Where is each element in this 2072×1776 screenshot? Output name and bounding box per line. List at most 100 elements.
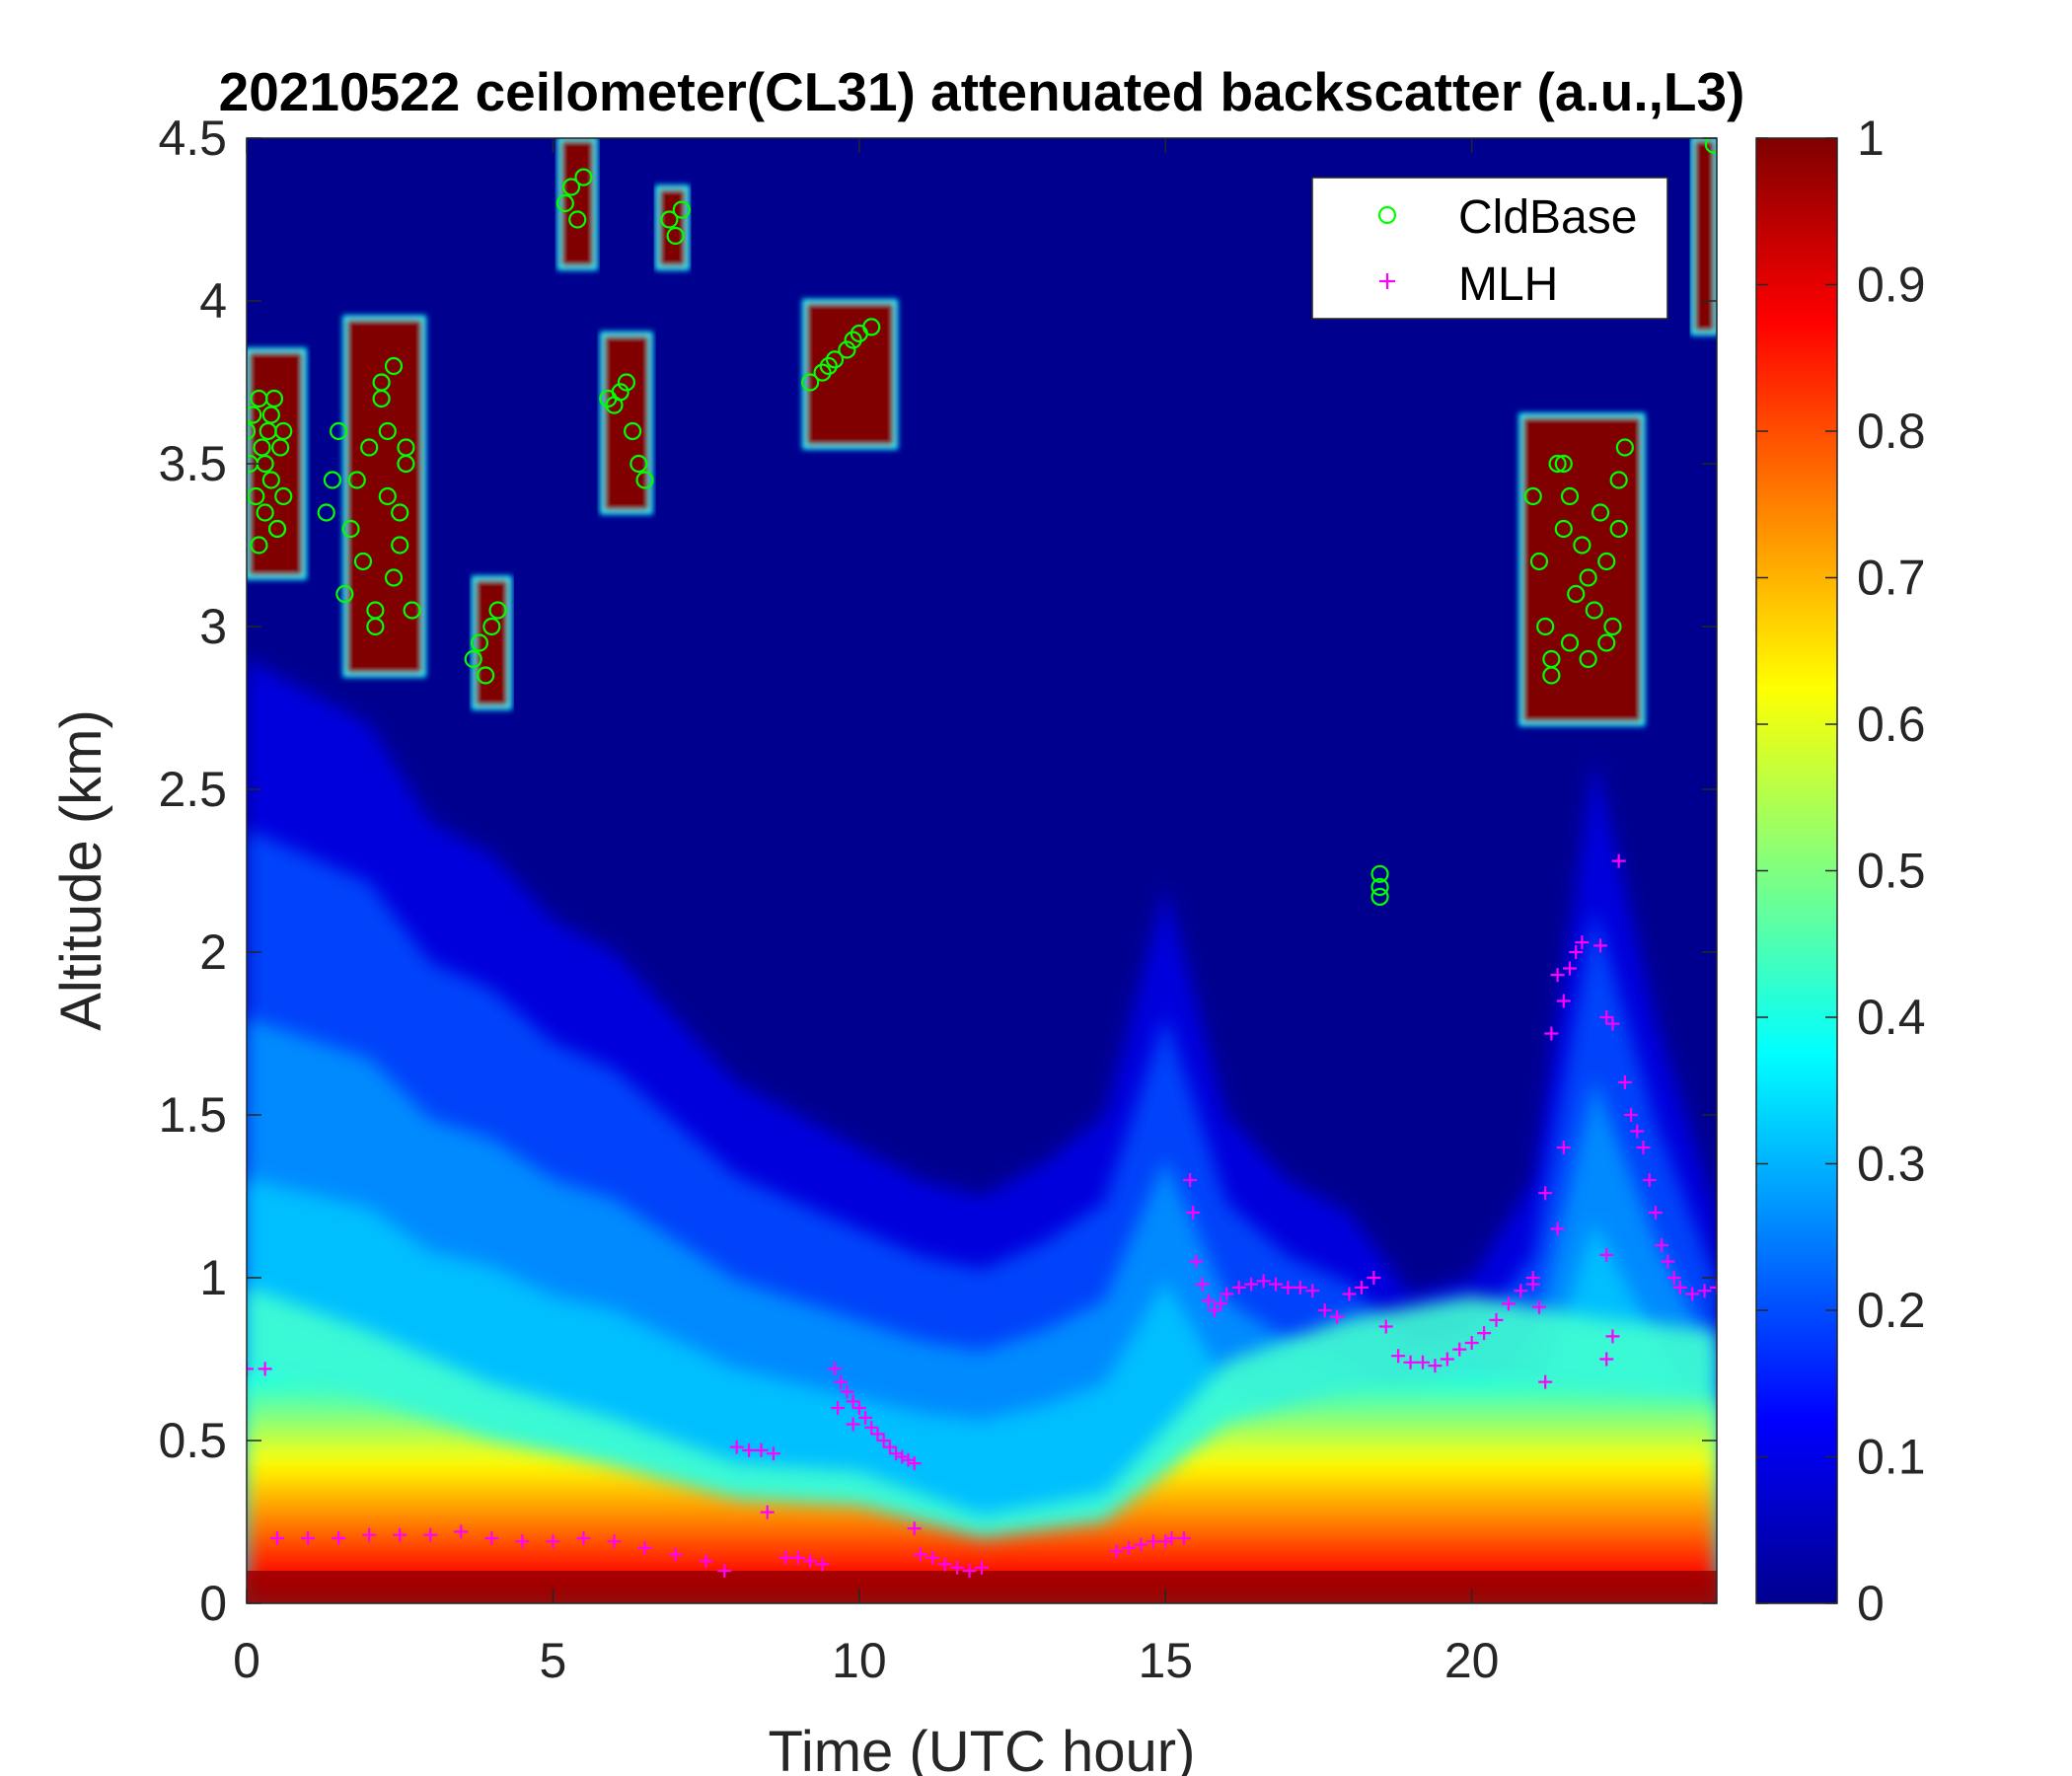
y-tick-label: 3 [199,599,227,654]
surface-layer [247,1571,1717,1603]
cldbase-point [1603,617,1622,636]
mlh-point [925,1550,940,1565]
mlh-point [729,1440,744,1454]
cldbase-point [250,536,268,555]
mlh-series [247,853,1717,1578]
mlh-point [1367,1271,1381,1285]
cldbase-point [341,519,360,539]
mlh-point [393,1527,407,1542]
cldbase-point [617,373,636,392]
mlh-point [1428,1359,1443,1373]
cldbase-point [624,421,642,441]
y-tick-label: 2 [199,925,227,980]
cldbase-point [323,471,342,489]
cloud-block-8 [1690,138,1717,335]
cldbase-point [378,421,397,441]
mlh-point [882,1440,897,1454]
mlh-point [895,1449,910,1464]
legend-mlh-label: MLH [1458,259,1558,311]
mlh-point [1122,1540,1136,1555]
x-tick-label: 5 [540,1633,567,1688]
cldbase-point [391,503,409,522]
cldbase-point [1591,503,1610,522]
cldbase-point [1560,633,1580,652]
mlh-point [1630,1124,1645,1139]
mlh-point [270,1531,285,1545]
mlh-point [1146,1534,1160,1549]
colorbar-tick-label: 0.4 [1857,990,1926,1045]
x-axis: 0 5 10 15 20 [233,138,1499,1688]
legend-entry-cldbase[interactable]: CldBase [1377,191,1637,244]
mlh-point [1489,1312,1504,1327]
cldbase-point [1609,471,1628,489]
mlh-point [1330,1309,1345,1324]
cldbase-point [317,503,335,522]
legend-entry-mlh[interactable]: MLH [1379,259,1558,311]
cldbase-point [1615,438,1634,457]
cldbase-point [1370,864,1389,883]
mlh-point [846,1394,860,1409]
mlh-point [1109,1544,1124,1559]
cldbase-point [825,350,845,369]
mlh-point [1599,1247,1614,1262]
cldbase-point [672,200,691,219]
x-tick-label: 10 [832,1633,887,1688]
cldbase-point [378,486,397,506]
cldbase-point [247,421,257,441]
mlh-point [1176,1531,1191,1545]
cloud-block-6 [801,299,899,450]
mlh-point [1599,1010,1614,1024]
mlh-point [1575,935,1590,950]
colorbar-tick-label: 0.8 [1857,404,1926,459]
cldbase-point [568,210,587,229]
mlh-point [1556,1141,1571,1154]
cldbase-point [1523,486,1542,506]
mlh-point [1477,1326,1492,1341]
cldbase-point [1554,519,1573,539]
mlh-point [815,1557,830,1572]
cldbase-point [1567,584,1586,604]
mlh-point [840,1384,854,1399]
legend[interactable]: CldBase MLH [1311,177,1668,320]
mlh-point [1201,1294,1216,1308]
mlh-point [1186,1206,1201,1220]
mlh-point [1134,1537,1148,1552]
cldbase-point [574,168,593,186]
cldbase-point [384,356,404,376]
cldbase-point [862,318,881,336]
mlh-point [1556,994,1571,1008]
cldbase-point [488,601,507,620]
mlh-point [778,1550,793,1565]
cldbase-point [397,438,415,457]
colorbar-tick-label: 0.2 [1857,1283,1926,1338]
cldbase-point [274,421,293,441]
mlh-point [790,1550,805,1565]
mlh-point [1661,1254,1675,1269]
mlh-point [950,1560,965,1575]
mlh-point [1231,1280,1246,1295]
mlh-point [1269,1277,1283,1292]
mlh-point [1550,968,1565,983]
cldbase-point [555,193,574,213]
mlh-point [1189,1254,1204,1269]
cldbase-point [470,633,489,652]
mlh-point [1666,1271,1681,1285]
cldbase-point [1536,617,1555,636]
mlh-point [717,1564,732,1578]
cldbase-point [1370,877,1389,897]
cldbase-point [1585,601,1603,620]
mlh-point [1538,1374,1553,1389]
y-axis: 0 0.5 1 1.5 2 2.5 3 3.5 4 4.5 [158,111,1717,1631]
mlh-point [1514,1284,1528,1298]
mlh-point [1416,1355,1430,1369]
mlh-point [1464,1336,1479,1350]
mlh-point [766,1446,780,1461]
mlh-point [546,1534,560,1549]
mlh-point [828,1362,842,1376]
mlh-point [1317,1303,1332,1317]
mlh-point [1655,1238,1669,1252]
cldbase-point [813,363,832,382]
mlh-point [876,1434,891,1447]
mlh-point [760,1505,775,1519]
